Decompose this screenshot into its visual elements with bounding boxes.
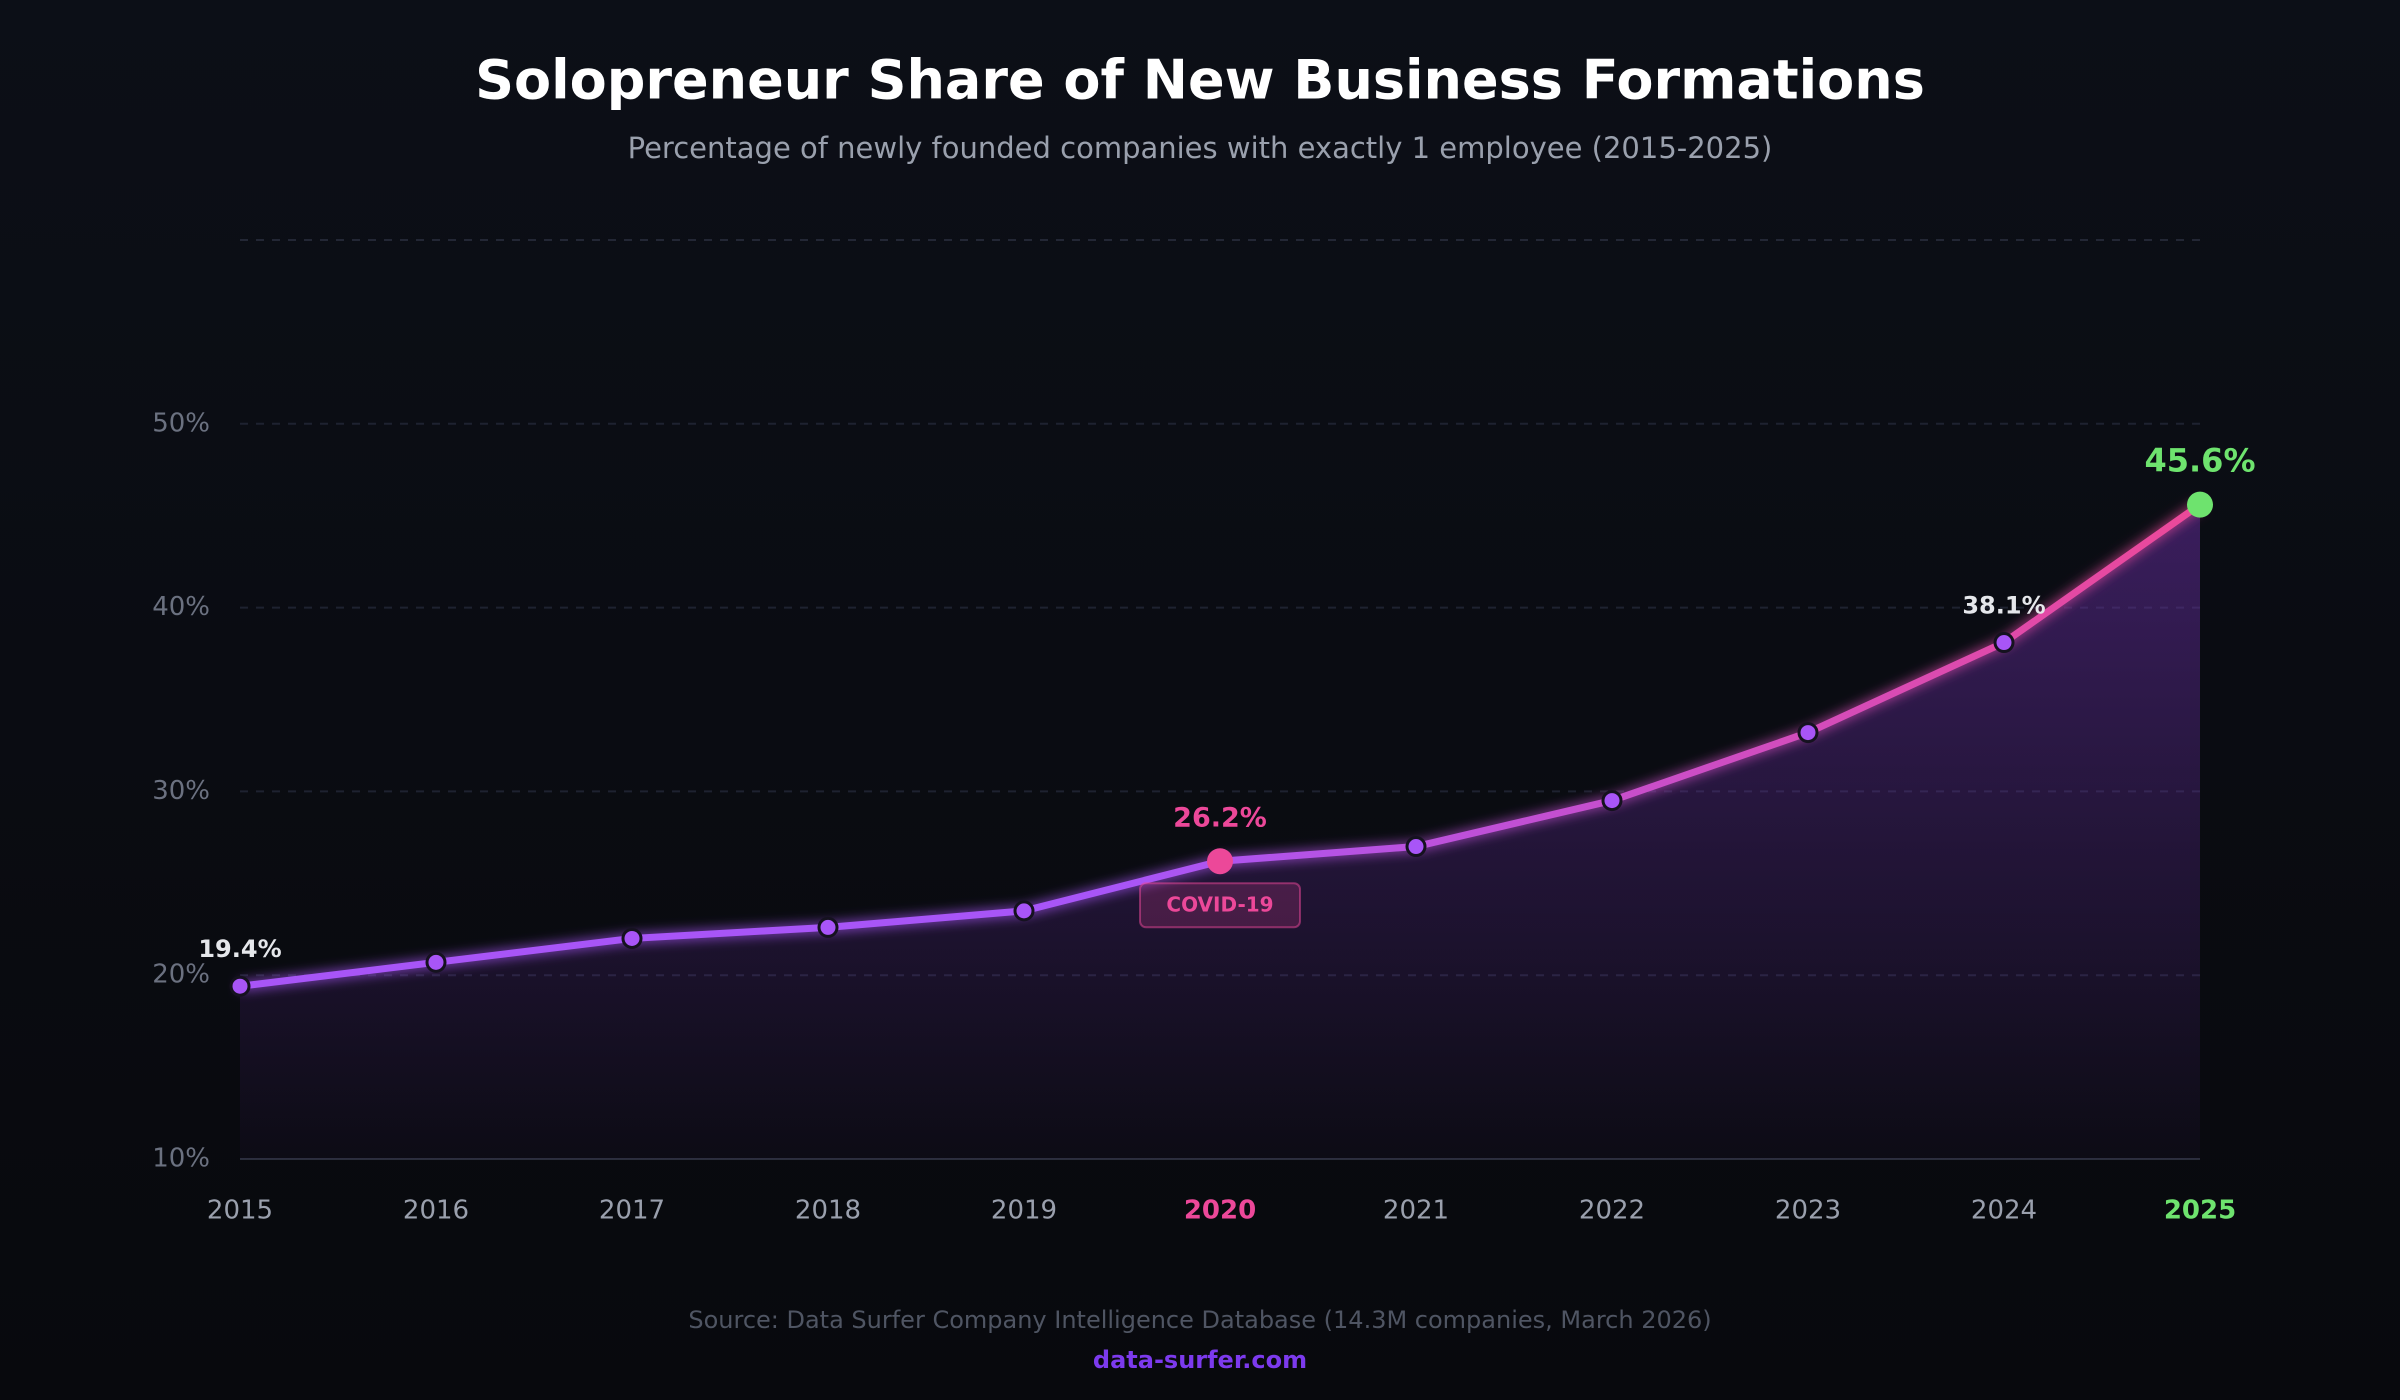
data-point [1405, 836, 1427, 858]
chart-title: Solopreneur Share of New Business Format… [475, 49, 1925, 112]
source-note: Source: Data Surfer Company Intelligence… [688, 1306, 1711, 1334]
data-label: 19.4% [198, 935, 281, 963]
y-tick-label: 40% [152, 592, 210, 622]
source-link[interactable]: data-surfer.com [1093, 1346, 1307, 1374]
area-fill [240, 504, 2200, 1159]
x-tick-label: 2024 [1971, 1196, 2037, 1226]
data-point [2187, 491, 2213, 518]
x-tick-label: 2023 [1775, 1196, 1841, 1226]
x-tick-label: 2018 [795, 1196, 861, 1226]
y-tick-label: 10% [152, 1144, 210, 1174]
data-point [1797, 722, 1819, 744]
annotation-label: COVID-19 [1166, 893, 1273, 917]
chart-subtitle: Percentage of newly founded companies wi… [628, 131, 1773, 165]
data-label: 45.6% [2144, 442, 2255, 480]
data-point [817, 916, 839, 938]
x-tick-label: 2025 [2164, 1196, 2236, 1226]
data-point [425, 951, 447, 973]
y-tick-label: 20% [152, 960, 210, 990]
x-tick-label: 2016 [403, 1196, 469, 1226]
data-point [1601, 790, 1623, 812]
data-point [1207, 848, 1233, 875]
x-tick-label: 2021 [1383, 1196, 1449, 1226]
data-point [621, 927, 643, 949]
data-point [229, 975, 251, 997]
data-point [1993, 632, 2015, 654]
y-tick-label: 50% [152, 408, 210, 438]
x-tick-label: 2019 [991, 1196, 1057, 1226]
x-tick-label: 2015 [207, 1196, 273, 1226]
y-tick-label: 30% [152, 776, 210, 806]
x-tick-label: 2022 [1579, 1196, 1645, 1226]
data-label: 26.2% [1173, 803, 1267, 834]
data-point [1013, 900, 1035, 922]
annotation-box [1139, 882, 1301, 929]
x-tick-label: 2017 [599, 1196, 665, 1226]
x-tick-label: 2020 [1184, 1196, 1256, 1226]
data-label: 38.1% [1962, 592, 2045, 620]
